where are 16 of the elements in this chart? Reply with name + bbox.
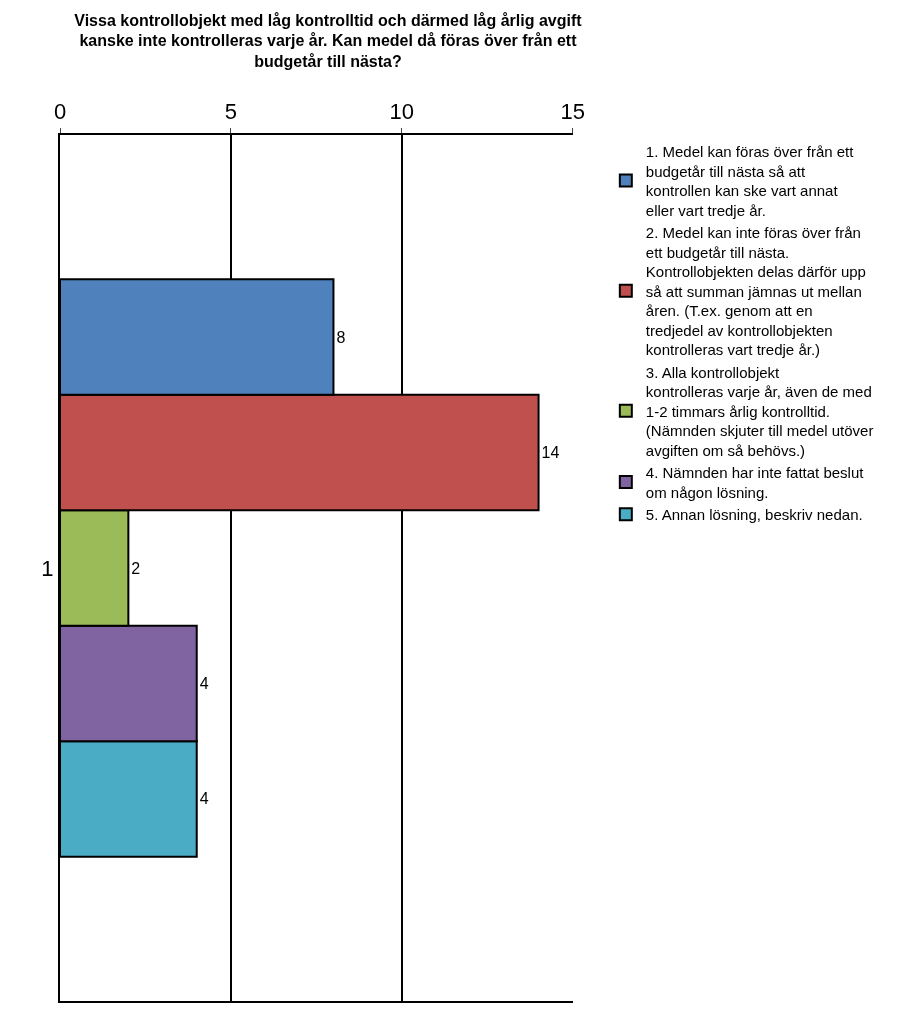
x-tick-label: 10 [389,99,415,125]
x-tick-label: 5 [224,99,238,125]
legend-label: 2. Medel kan inte föras över från ett budgetår till nästa. Kontrollobjekten delas därför upp så att summan jämnas ut mellan åren. (T.ex. genom att en tredjedel av kontrollobjekten kontrolleras vart tredje år.) [645,224,866,359]
legend-label: 3. Alla kontrollobjekt kontrolleras varje år, även de med 1-2 timmars årlig kontrolltid. (Nämnden skjuter till medel utöver avgiften om så behövs.) [645,363,874,459]
legend-label: 5. Annan lösning, beskriv nedan. [645,506,863,524]
legend-label: 1. Medel kan föras över från ett budgetår till nästa så att kontrollen kan ske vart annat eller vart tredje år. [645,143,855,219]
legend-label: 4. Nämnden har inte fattat beslut om någon lösning. [645,464,865,501]
data-label: 2 [131,559,141,577]
data-label: 4 [199,790,209,808]
x-tick-label: 15 [560,99,585,125]
data-label: 4 [199,674,209,692]
data-label: 14 [541,444,560,462]
y-tick-label: 1 [41,555,54,581]
data-label: 8 [336,328,346,346]
chart-title: Vissa kontrollobjekt med låg kontrolltid och därmed låg årlig avgift kanske inte kontrolleras varje år. Kan medel då föras över från ett budgetår till nästa? [74,11,583,71]
x-tick-label: 0 [53,99,67,125]
